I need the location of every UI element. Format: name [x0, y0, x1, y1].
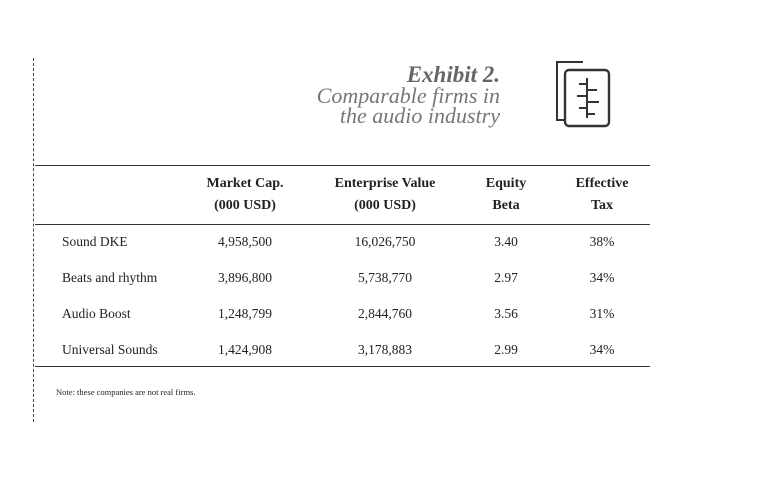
header-line: Market Cap. — [206, 176, 284, 191]
header-line: Tax — [590, 198, 614, 213]
table-rule — [35, 366, 650, 367]
cell: 1,424,908 — [218, 342, 272, 357]
margin-line — [33, 58, 34, 422]
row-label: Sound DKE — [62, 234, 128, 249]
row-label: Audio Boost — [62, 306, 131, 321]
cell: 38% — [589, 234, 615, 249]
document-icon — [556, 61, 611, 128]
cell: 3,178,883 — [358, 342, 412, 357]
header-line: Effective — [575, 176, 629, 191]
subtitle-line: the audio industry — [339, 103, 500, 128]
cell: 34% — [589, 270, 615, 285]
cell: 34% — [589, 342, 615, 357]
cell: 3.40 — [494, 234, 518, 249]
cell: 1,248,799 — [218, 306, 272, 321]
cell: 3,896,800 — [218, 270, 272, 285]
cell: 2,844,760 — [358, 306, 412, 321]
cell: 5,738,770 — [358, 270, 412, 285]
cell: 4,958,500 — [218, 234, 272, 249]
header-line: (000 USD) — [214, 198, 276, 213]
table-rule — [35, 224, 650, 225]
cell: 3.56 — [494, 306, 518, 321]
row-label: Universal Sounds — [62, 342, 158, 357]
header-line: Enterprise Value — [334, 176, 436, 191]
column-header: Effective Tax — [576, 173, 629, 217]
header-line: Equity — [485, 176, 527, 191]
header-line: (000 USD) — [354, 198, 416, 213]
subtitle-line: Comparable firms in — [316, 83, 500, 108]
note: Note: these companies are not real firms… — [56, 387, 196, 397]
cell: 31% — [589, 306, 615, 321]
column-header: Equity Beta — [486, 173, 526, 217]
cell: 2.97 — [494, 270, 518, 285]
exhibit-title: Exhibit 2. — [406, 62, 500, 87]
header-line: Beta — [492, 198, 520, 213]
cell: 2.99 — [494, 342, 518, 357]
exhibit-subtitle: Comparable firms in the audio industry — [316, 83, 500, 128]
row-label: Beats and rhythm — [62, 270, 158, 285]
column-header: Enterprise Value (000 USD) — [335, 173, 436, 217]
table-rule — [35, 165, 650, 166]
column-header: Market Cap. (000 USD) — [207, 173, 284, 217]
cell: 16,026,750 — [354, 234, 416, 249]
